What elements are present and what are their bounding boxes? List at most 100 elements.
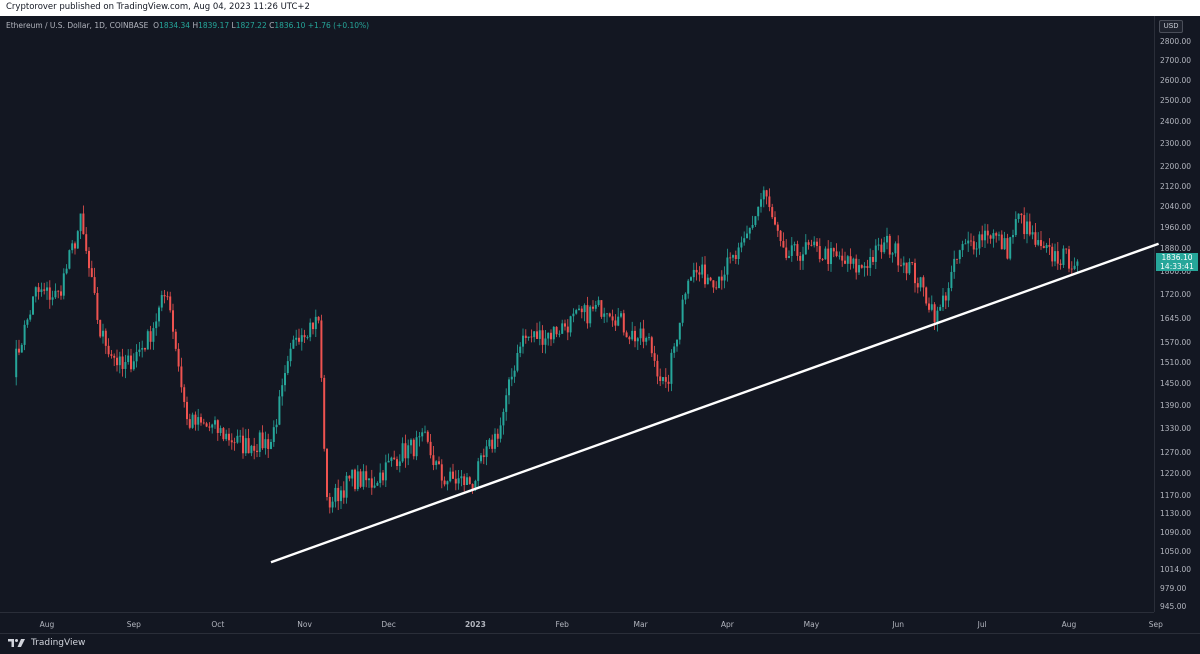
candle-body <box>135 351 138 362</box>
candle-body <box>600 300 603 317</box>
candle-body <box>365 471 368 481</box>
price-tick-label: 2300.00 <box>1160 139 1192 149</box>
candle-body <box>648 337 650 339</box>
candles <box>15 186 1079 514</box>
candle-body <box>1062 248 1065 265</box>
candle-body <box>477 461 480 481</box>
currency-button[interactable]: USD <box>1159 20 1183 33</box>
candle-body <box>488 439 491 447</box>
candle-body <box>575 310 578 314</box>
candle-body <box>972 241 975 250</box>
time-tick-label: Sep <box>1148 620 1163 629</box>
candle-body <box>401 443 404 462</box>
candle-body <box>914 262 916 284</box>
price-tick-label: 945.00 <box>1160 602 1187 611</box>
candle-body <box>407 445 410 459</box>
candle-body <box>320 320 323 378</box>
candle-body <box>774 217 776 225</box>
candle-body <box>552 326 555 340</box>
candle-body <box>356 471 359 490</box>
candle-body <box>404 443 407 459</box>
candle-body <box>900 265 902 267</box>
candle-body <box>334 487 337 502</box>
candle-body <box>704 264 706 285</box>
candle-body <box>541 330 544 345</box>
time-tick-label: Aug <box>39 620 55 629</box>
candle-body <box>580 308 583 313</box>
candle-body <box>222 428 225 440</box>
candle-body <box>939 307 942 311</box>
candle-body <box>827 248 830 265</box>
countdown-label: 14:33:41 <box>1156 262 1198 272</box>
candle-body <box>961 244 964 251</box>
candle-body <box>272 427 275 442</box>
candle-body <box>396 459 398 467</box>
candle-body <box>264 439 267 449</box>
candle-body <box>15 348 18 378</box>
candle-body <box>751 224 754 228</box>
candle-body <box>82 213 85 235</box>
candle-body <box>496 433 499 439</box>
candle-body <box>211 424 214 428</box>
candle-body <box>219 428 222 433</box>
candle-body <box>99 319 102 337</box>
candle-body <box>620 313 622 317</box>
candle-body <box>765 190 768 197</box>
price-tick-label: 1450.00 <box>1160 379 1192 389</box>
candle-body <box>832 248 835 252</box>
candle-body <box>597 300 600 305</box>
candle-body <box>757 206 760 217</box>
candle-body <box>104 330 107 346</box>
candle-body <box>709 277 712 281</box>
candle-body <box>989 235 992 239</box>
candle-body <box>54 290 57 298</box>
candle-body <box>23 324 26 345</box>
candle-body <box>835 251 838 257</box>
candle-body <box>930 304 933 310</box>
candle-body <box>645 337 648 342</box>
change-value: +1.76 (+0.10%) <box>307 21 370 30</box>
candle-body <box>1042 245 1045 249</box>
candle-body <box>942 295 944 308</box>
candle-body <box>821 259 824 260</box>
candle-body <box>589 306 592 324</box>
candle-body <box>292 339 295 349</box>
price-axis[interactable] <box>1154 16 1200 612</box>
candle-body <box>1073 265 1076 269</box>
price-tick-label: 1014.00 <box>1160 565 1192 575</box>
candle-body <box>244 438 247 454</box>
candle-body <box>911 262 914 263</box>
candle-body <box>664 377 667 382</box>
candle-body <box>48 287 51 300</box>
candle-body <box>782 241 785 248</box>
candle-body <box>995 233 998 236</box>
tradingview-logo-icon <box>8 639 25 647</box>
candle-body <box>415 437 418 457</box>
candle-body <box>505 395 508 412</box>
candle-body <box>146 331 149 350</box>
candle-body <box>368 478 370 481</box>
candle-body <box>729 257 732 259</box>
time-tick-label: Aug <box>1061 620 1077 629</box>
tradingview-brand: TradingView <box>31 638 86 648</box>
time-tick-label: Nov <box>297 620 312 629</box>
candle-body <box>846 256 849 264</box>
price-tick-label: 2400.00 <box>1160 117 1192 127</box>
candle-body <box>606 313 608 315</box>
candle-body <box>418 436 421 438</box>
candle-body <box>888 235 891 255</box>
candle-body <box>673 346 676 353</box>
candle-body <box>121 356 124 369</box>
candle-body <box>524 335 527 338</box>
price-tick-label: 979.00 <box>1160 583 1187 593</box>
candle-body <box>732 255 734 258</box>
candle-body <box>90 268 93 278</box>
candle-body <box>858 265 860 273</box>
candle-body <box>43 289 46 291</box>
candle-body <box>174 331 177 349</box>
close-value: 1836.10 <box>274 21 306 30</box>
open-value: 1834.34 <box>159 21 191 30</box>
candle-body <box>236 435 239 443</box>
candle-body <box>1070 268 1073 270</box>
candle-body <box>802 254 804 261</box>
